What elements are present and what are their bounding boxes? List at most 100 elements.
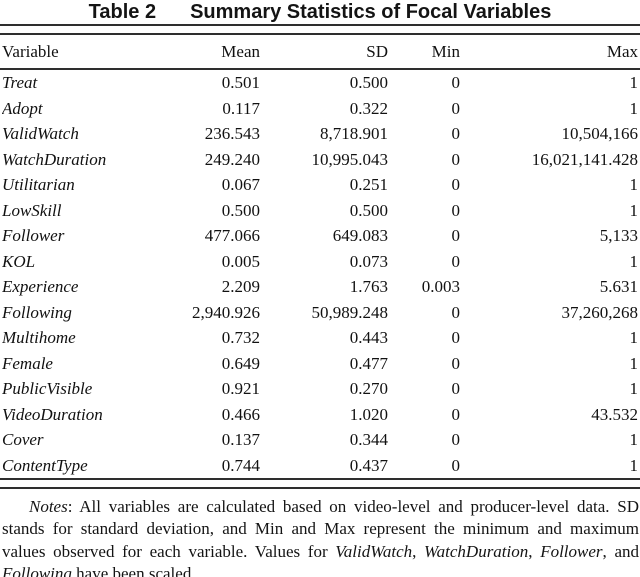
cell-max: 1 (629, 379, 639, 398)
cell-min: 0 (451, 404, 461, 424)
col-header-max: Max (606, 42, 638, 61)
cell-sd: 10,995.043 (311, 149, 389, 169)
cell-mean: 0.067 (221, 175, 260, 194)
cell-max: 43.532 (591, 404, 638, 424)
cell-mean: 2,940.926 (192, 302, 260, 322)
table-row: Adopt 0.117 0.322 0 1 (0, 96, 640, 122)
cell-variable: Follower (2, 226, 65, 245)
cell-max: 1 (629, 175, 639, 194)
cell-max: 1 (629, 98, 639, 118)
cell-max: 10,504,166 (561, 124, 639, 143)
cell-sd: 0.322 (349, 98, 388, 118)
cell-min: 0 (451, 455, 461, 475)
cell-mean: 0.501 (221, 73, 260, 92)
cell-min: 0 (451, 379, 461, 398)
cell-sd: 0.251 (349, 175, 388, 194)
cell-min: 0 (451, 124, 461, 143)
cell-mean: 0.005 (221, 251, 260, 271)
table-row: Utilitarian 0.067 0.251 0 1 (0, 172, 640, 198)
col-header-variable: Variable (2, 42, 59, 61)
cell-mean: 236.543 (204, 124, 260, 143)
table-title: Table 2 Summary Statistics of Focal Varia… (0, 0, 640, 24)
cell-min: 0 (451, 353, 461, 373)
table-row: WatchDuration 249.240 10,995.043 0 16,02… (0, 147, 640, 173)
cell-variable: Treat (2, 73, 38, 92)
cell-sd: 0.500 (349, 200, 388, 220)
cell-max: 1 (629, 353, 639, 373)
cell-variable: Adopt (2, 98, 43, 118)
cell-variable: KOL (2, 251, 36, 271)
cell-mean: 0.649 (221, 353, 260, 373)
header-rule (0, 68, 640, 70)
table-header-row: Variable Mean SD Min Max (0, 35, 640, 68)
table-row: Experience 2.209 1.763 0.003 5.631 (0, 274, 640, 300)
cell-sd: 649.083 (332, 226, 388, 245)
cell-mean: 0.500 (221, 200, 260, 220)
cell-max: 5.631 (599, 277, 638, 296)
table-row: Cover 0.137 0.344 0 1 (0, 427, 640, 453)
table-row: Multihome 0.732 0.443 0 1 (0, 325, 640, 351)
cell-variable: Multihome (2, 328, 76, 347)
cell-mean: 249.240 (204, 149, 260, 169)
cell-min: 0 (451, 149, 461, 169)
cell-variable: Cover (2, 430, 44, 449)
cell-variable: Female (2, 353, 53, 373)
cell-max: 16,021,141.428 (531, 149, 638, 169)
table-notes: Notes: All variables are calculated base… (2, 497, 639, 577)
table-row: PublicVisible 0.921 0.270 0 1 (0, 376, 640, 402)
cell-sd: 0.270 (349, 379, 388, 398)
cell-mean: 477.066 (204, 226, 260, 245)
table-row: Female 0.649 0.477 0 1 (0, 351, 640, 377)
cell-variable: LowSkill (2, 200, 62, 220)
col-header-mean: Mean (221, 42, 260, 61)
cell-mean: 2.209 (221, 277, 260, 296)
cell-min: 0 (451, 98, 461, 118)
cell-sd: 0.437 (349, 455, 388, 475)
cell-variable: ContentType (2, 455, 88, 475)
cell-sd: 0.344 (349, 430, 388, 449)
cell-variable: VideoDuration (2, 404, 103, 424)
cell-min: 0.003 (421, 277, 460, 296)
cell-sd: 8,718.901 (320, 124, 388, 143)
table-row: ValidWatch 236.543 8,718.901 0 10,504,16… (0, 121, 640, 147)
cell-mean: 0.732 (221, 328, 260, 347)
cell-sd: 0.477 (349, 353, 388, 373)
table-row: Following 2,940.926 50,989.248 0 37,260,… (0, 300, 640, 326)
bottom-double-rule (0, 478, 640, 489)
cell-variable: PublicVisible (2, 379, 93, 398)
cell-mean: 0.466 (221, 404, 260, 424)
cell-max: 1 (629, 73, 639, 92)
cell-sd: 0.500 (349, 73, 388, 92)
cell-min: 0 (451, 430, 461, 449)
cell-sd: 1.763 (349, 277, 388, 296)
cell-variable: WatchDuration (2, 149, 107, 169)
cell-max: 1 (629, 328, 639, 347)
cell-min: 0 (451, 302, 461, 322)
table-number: Table 2 (88, 1, 157, 23)
table-row: VideoDuration 0.466 1.020 0 43.532 (0, 402, 640, 428)
cell-min: 0 (451, 251, 461, 271)
cell-min: 0 (451, 73, 461, 92)
table-row: KOL 0.005 0.073 0 1 (0, 249, 640, 275)
table-row: ContentType 0.744 0.437 0 1 (0, 453, 640, 479)
cell-max: 1 (629, 455, 639, 475)
cell-sd: 0.443 (349, 328, 388, 347)
table-row: Treat 0.501 0.500 0 1 (0, 70, 640, 96)
col-header-min: Min (431, 42, 460, 61)
cell-min: 0 (451, 200, 461, 220)
cell-sd: 1.020 (349, 404, 388, 424)
cell-max: 1 (629, 251, 639, 271)
cell-max: 1 (629, 200, 639, 220)
cell-sd: 0.073 (349, 251, 388, 271)
top-double-rule (0, 24, 640, 35)
cell-max: 1 (629, 430, 639, 449)
cell-mean: 0.137 (221, 430, 260, 449)
cell-min: 0 (451, 175, 461, 194)
cell-sd: 50,989.248 (311, 302, 389, 322)
cell-max: 5,133 (599, 226, 638, 245)
col-header-sd: SD (366, 42, 388, 61)
table-body: Treat 0.501 0.500 0 1 Adopt 0.117 0.322 … (0, 70, 640, 478)
cell-max: 37,260,268 (561, 302, 639, 322)
cell-variable: Utilitarian (2, 175, 75, 194)
